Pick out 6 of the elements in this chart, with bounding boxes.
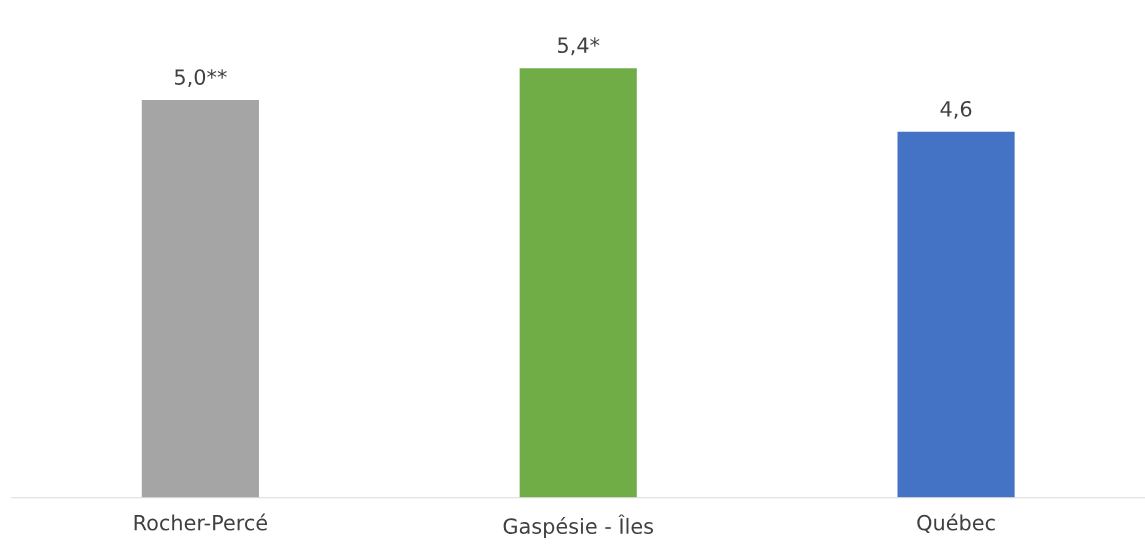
data-label: 4,6: [940, 100, 972, 119]
x-tick-label: Gaspésie - Îles: [503, 514, 654, 539]
x-tick-label: Rocher-Percé: [134, 513, 268, 531]
data-label: 5,4*: [558, 37, 600, 56]
data-label: 5,0**: [175, 69, 227, 88]
x-tick-label: Québec: [917, 513, 995, 533]
